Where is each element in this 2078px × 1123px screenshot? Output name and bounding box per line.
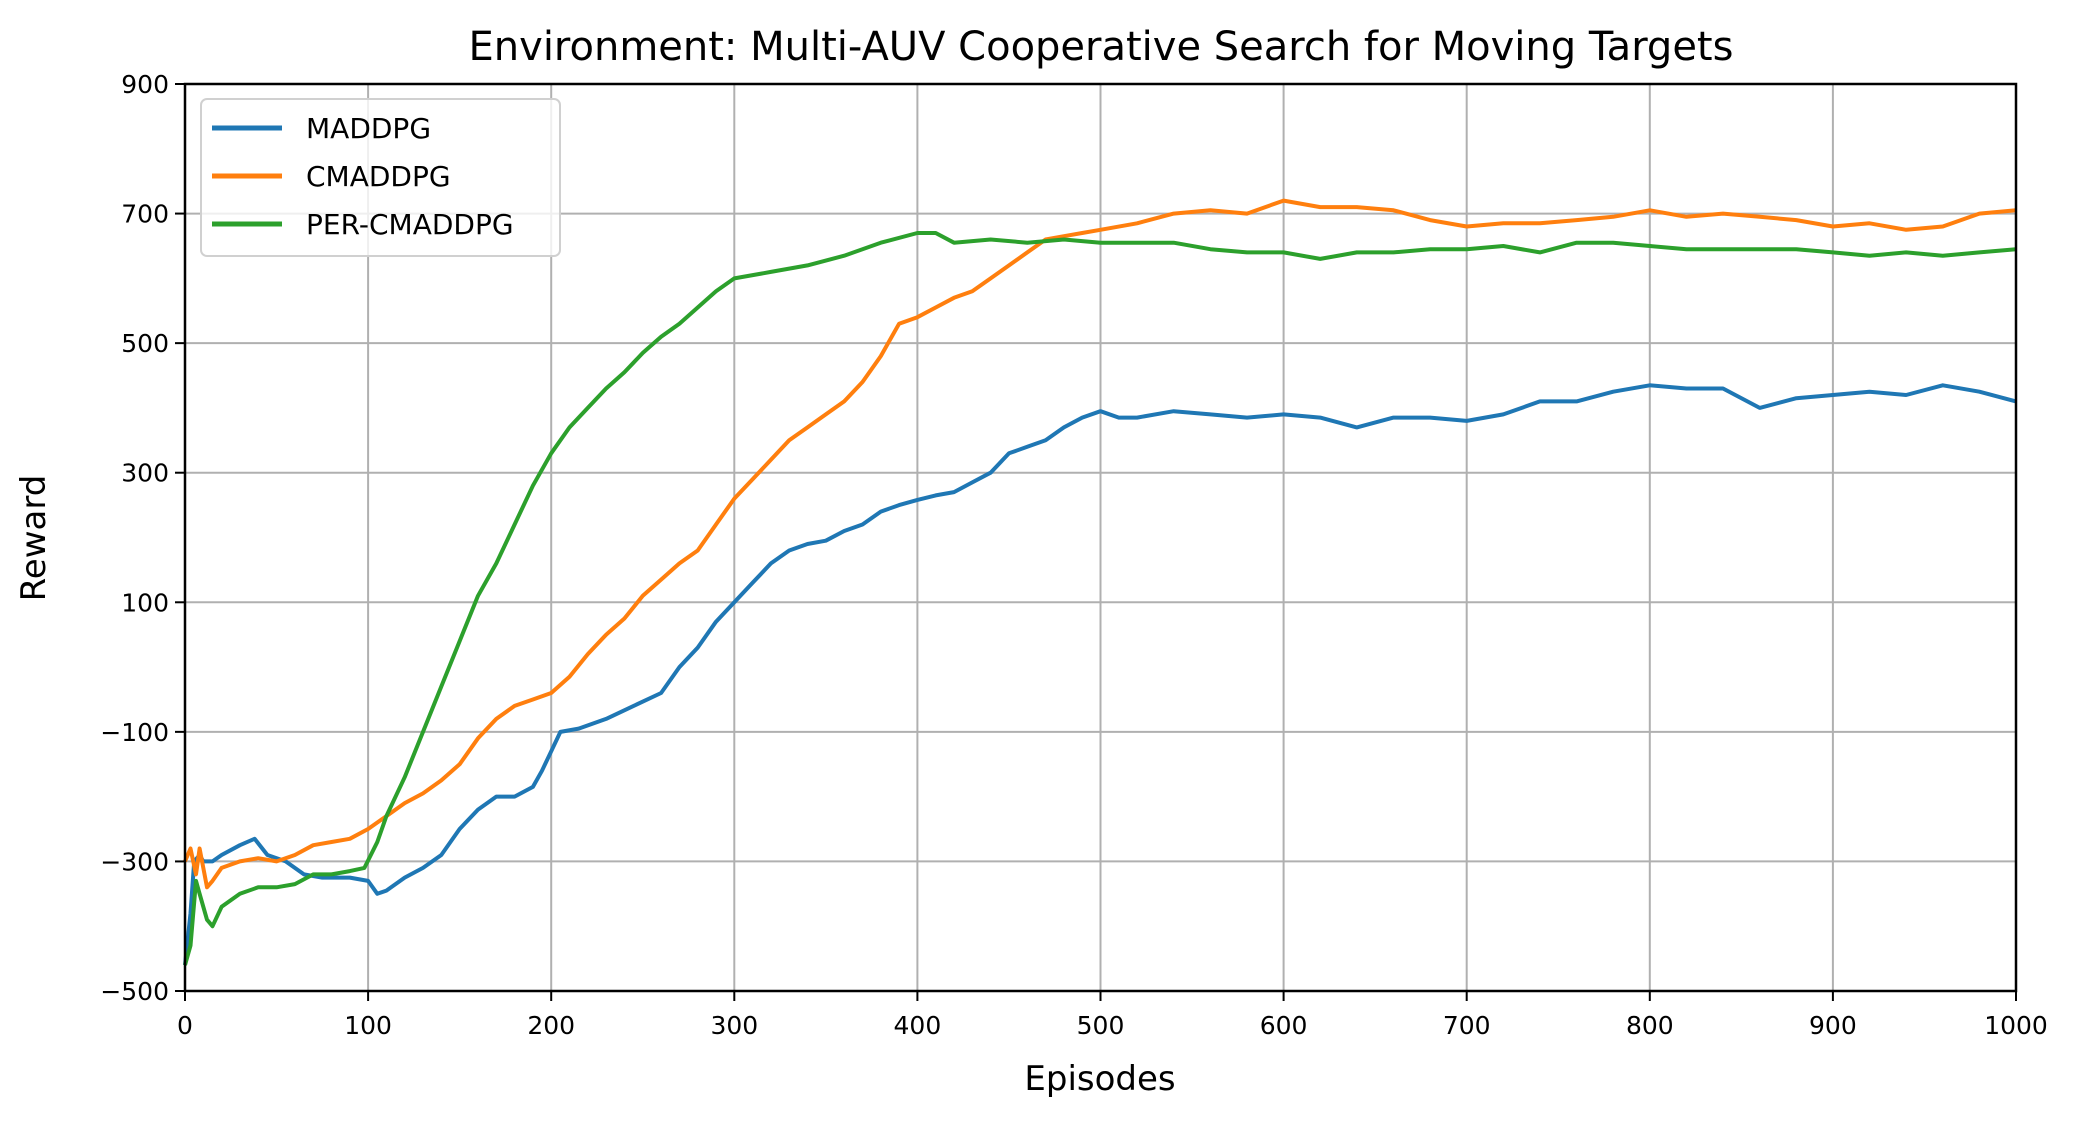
y-tick-label: −300: [100, 847, 169, 876]
y-tick-label: 900: [121, 70, 169, 99]
y-tick-label: 700: [121, 200, 169, 229]
x-tick-label: 600: [1260, 1011, 1308, 1040]
y-axis-label: Reward: [14, 475, 54, 602]
x-tick-label: 400: [894, 1011, 942, 1040]
x-tick-label: 900: [1809, 1011, 1857, 1040]
series-line-cmaddpg: [183, 198, 2017, 890]
x-tick-label: 700: [1443, 1011, 1491, 1040]
series-line-maddpg: [183, 383, 2017, 966]
x-tick-label: 800: [1626, 1011, 1674, 1040]
x-axis-label: Episodes: [1024, 1059, 1175, 1099]
chart-title: Environment: Multi-AUV Cooperative Searc…: [469, 24, 1734, 70]
y-tick-label: −500: [100, 977, 169, 1006]
x-tick-label: 0: [177, 1011, 193, 1040]
x-tick-label: 500: [1077, 1011, 1125, 1040]
x-tick-label: 300: [710, 1011, 758, 1040]
axis-ticks: 0 100 200 300 400 500 600 700 800 900 1000 −500 −300…: [100, 70, 2047, 1040]
x-tick-label: 100: [344, 1011, 392, 1040]
legend-label: PER-CMADDPG: [306, 208, 514, 241]
x-tick-label: 200: [527, 1011, 575, 1040]
series-lines: [183, 198, 2017, 966]
legend-box: [200, 98, 561, 257]
legend: MADDPG CMADDPG PER-CMADDPG: [200, 98, 561, 257]
y-tick-label: −100: [100, 718, 169, 747]
x-tick-label: 1000: [1984, 1011, 2048, 1040]
y-tick-label: 100: [121, 588, 169, 617]
y-tick-label: 500: [121, 329, 169, 358]
series-line-per-cmaddpg: [183, 231, 2017, 966]
y-tick-label: 300: [121, 459, 169, 488]
legend-label: CMADDPG: [306, 160, 451, 193]
legend-label: MADDPG: [306, 112, 431, 145]
